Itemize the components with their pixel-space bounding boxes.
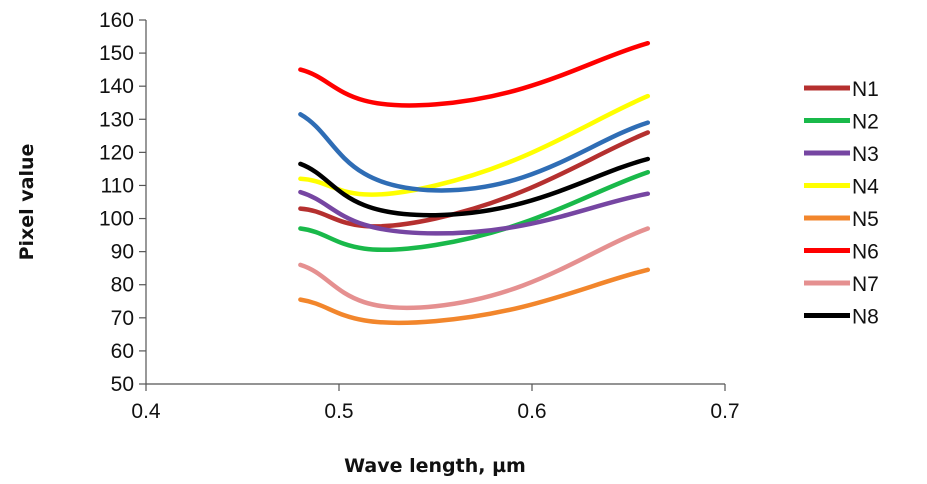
legend-label: N7 <box>852 273 879 296</box>
series-line-n2 <box>298 169 651 253</box>
y-tick-label: 140 <box>99 75 134 98</box>
y-tick-label: 100 <box>99 208 134 231</box>
series-line-unlabeled <box>298 112 651 193</box>
legend-label: N8 <box>852 306 879 329</box>
x-tick-label: 0.7 <box>710 400 739 423</box>
y-ticks-group: 50 60 70 80 90 100 110 120 130 140 150 160 <box>99 9 146 396</box>
series-line-n3 <box>298 189 651 236</box>
series-line-n6 <box>298 40 651 108</box>
series-line-n8 <box>298 156 651 218</box>
x-ticks-group: 0.4 0.5 0.6 0.7 <box>131 384 740 423</box>
y-tick-label: 60 <box>111 340 134 363</box>
legend-label: N6 <box>852 241 879 264</box>
legend-label: N5 <box>852 208 879 231</box>
x-tick-label: 0.5 <box>324 400 353 423</box>
legend-label: N3 <box>852 143 879 166</box>
y-tick-label: 90 <box>111 241 134 264</box>
x-tick-label: 0.4 <box>131 400 161 423</box>
series-line-n7 <box>298 226 651 310</box>
y-tick-label: 130 <box>99 108 134 131</box>
legend-label: N4 <box>852 176 879 199</box>
y-tick-label: 50 <box>111 373 134 396</box>
plot-series-group <box>298 40 651 326</box>
x-tick-label: 0.6 <box>517 400 546 423</box>
axes-group <box>145 20 725 385</box>
y-tick-label: 160 <box>99 9 134 32</box>
legend-label: N2 <box>852 111 879 134</box>
legend: N1 N2 N3 N4 N5 N6 N7 N8 <box>804 78 879 329</box>
series-line-n5 <box>298 267 651 326</box>
y-tick-label: 150 <box>99 42 134 65</box>
x-axis-title: Wave length, µm <box>344 455 526 477</box>
y-tick-label: 80 <box>111 274 134 297</box>
y-tick-label: 70 <box>111 307 134 330</box>
y-tick-label: 110 <box>101 174 134 197</box>
y-axis-title: Pixel value <box>16 144 38 261</box>
legend-label: N1 <box>852 78 879 101</box>
y-tick-label: 120 <box>99 141 134 164</box>
